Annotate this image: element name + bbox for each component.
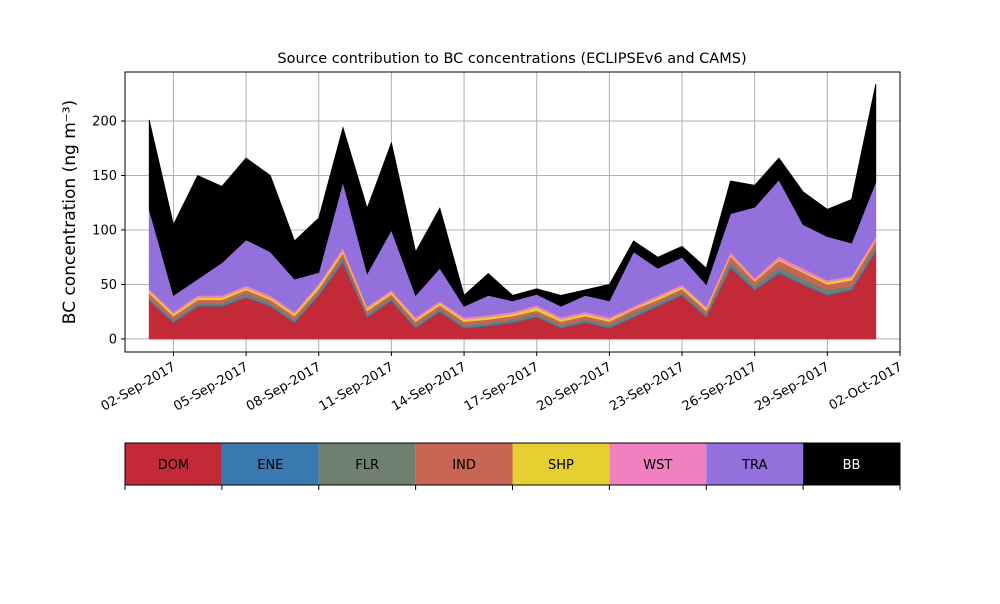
legend-label: WST [643,458,672,473]
x-tick-label: 23-Sep-2017 [607,360,687,415]
legend-swatch [221,443,319,485]
legend-label: IND [452,458,476,473]
legend-label: FLR [355,458,379,473]
y-tick-label: 0 [109,332,117,347]
x-tick-label: 02-Sep-2017 [99,360,179,415]
y-tick-label: 50 [100,278,117,293]
legend-swatch [803,443,900,485]
x-tick-label: 20-Sep-2017 [535,360,615,415]
y-tick-label: 200 [92,115,117,130]
x-tick-label: 02-Oct-2017 [827,360,905,414]
legend-frame [124,442,901,486]
x-tick-label: 08-Sep-2017 [244,360,324,415]
legend-swatch [125,443,222,485]
legend-label: ENE [257,458,283,473]
area-bb [148,83,877,307]
x-tick-label: 14-Sep-2017 [389,360,469,415]
legend-swatch [609,443,707,485]
chart-title: Source contribution to BC concentrations… [277,51,746,67]
legend-label: BB [843,458,861,473]
legend-swatch [512,443,610,485]
x-tick-label: 17-Sep-2017 [462,360,542,415]
plot-frame [124,71,901,353]
x-tick-label: 26-Sep-2017 [680,360,760,415]
legend-label: TRA [741,458,767,473]
y-tick-label: 150 [92,169,117,184]
x-tick-label: 05-Sep-2017 [171,360,251,415]
legend-swatch [318,443,416,485]
legend-label: DOM [158,458,189,473]
y-axis-label: BC concentration (ng m⁻³) [60,100,80,324]
y-tick-label: 100 [92,223,117,238]
legend-label: SHP [548,458,574,473]
x-tick-label: 29-Sep-2017 [753,360,833,415]
x-tick-label: 11-Sep-2017 [317,360,397,415]
legend-swatch [706,443,804,485]
legend-swatch [415,443,513,485]
